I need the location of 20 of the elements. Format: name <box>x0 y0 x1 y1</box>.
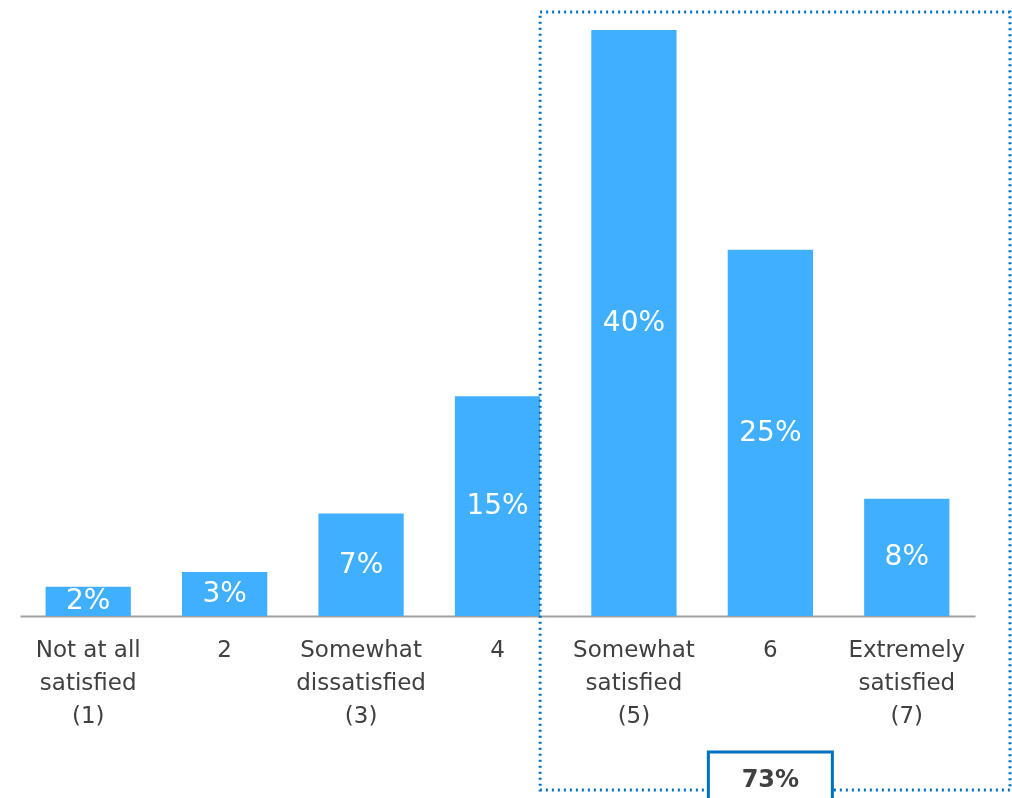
data-label: 7% <box>338 546 384 580</box>
bar <box>454 396 541 616</box>
x-tick-label: Not at all satisfied (1) <box>35 635 141 728</box>
x-tick-label: 2 <box>217 635 232 662</box>
bar <box>727 249 813 616</box>
x-tick-label: 6 <box>763 635 778 662</box>
x-tick-label: 4 <box>490 635 505 662</box>
text: 73% <box>741 765 800 793</box>
data-label: 2% <box>66 583 111 617</box>
data-label: 25% <box>739 414 802 448</box>
data-label: 15% <box>466 488 529 522</box>
bar <box>864 498 950 616</box>
data-label: 40% <box>602 305 666 338</box>
data-label: 3% <box>202 576 247 610</box>
bar <box>318 513 404 616</box>
x-tick-label: Somewhat satisfied (5) <box>573 635 695 728</box>
data-label: 8% <box>884 539 929 573</box>
x-tick-label: Extremely satisfied (7) <box>848 635 966 728</box>
x-tick-label: Somewhat dissatisfied (3) <box>296 635 426 728</box>
bar <box>591 30 677 616</box>
